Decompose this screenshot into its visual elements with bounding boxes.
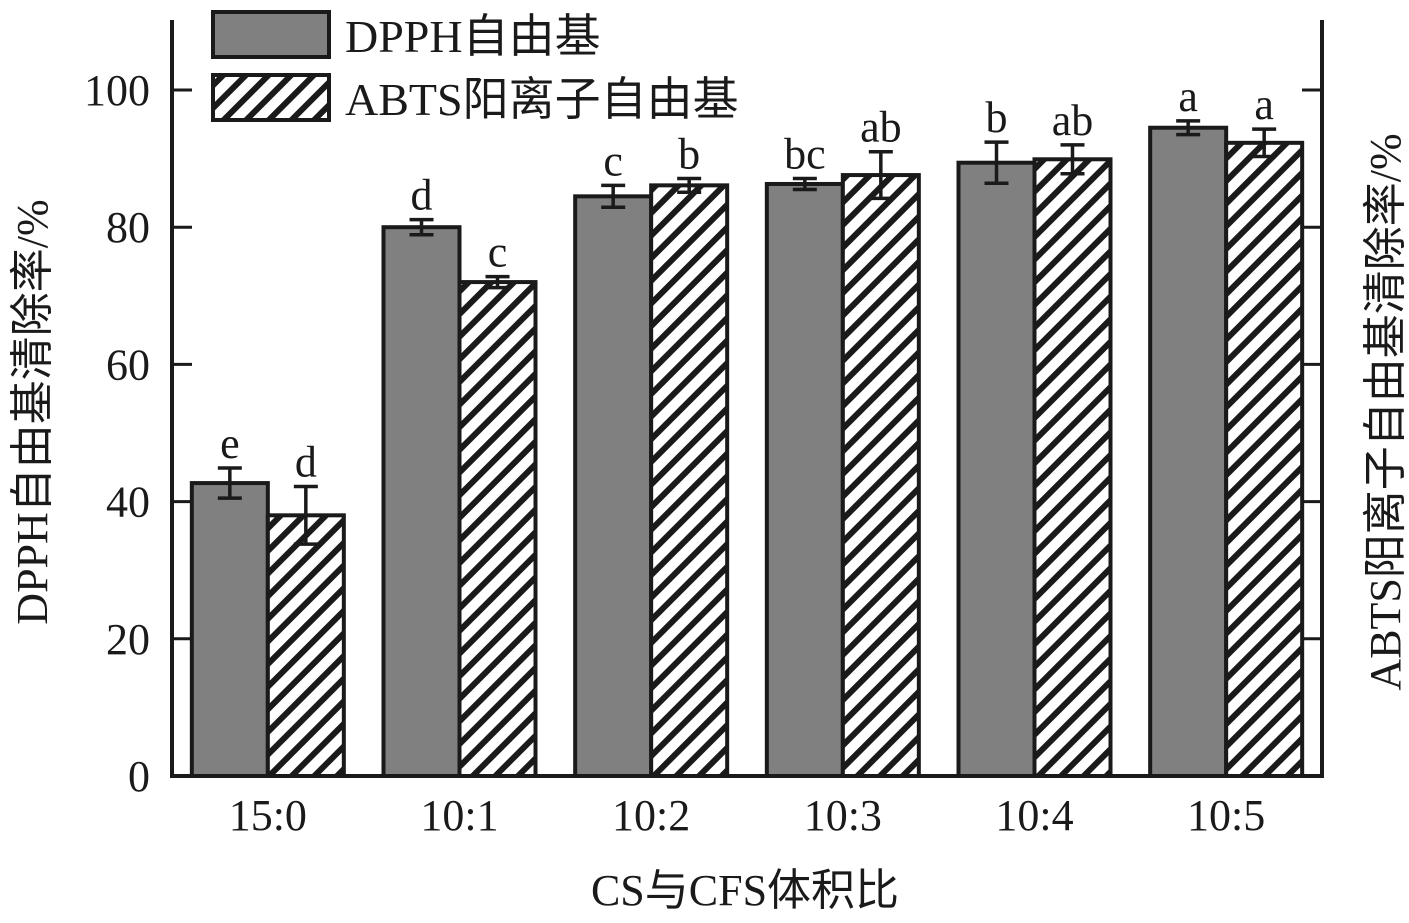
bar-group: a a 10:5: [1148, 72, 1305, 840]
significance-label: b: [986, 93, 1008, 142]
bar-abts: [1032, 157, 1113, 778]
x-tick-label: 10:4: [995, 791, 1073, 840]
significance-label: d: [411, 171, 433, 220]
significance-label: b: [678, 129, 700, 178]
bar-dpph: [1148, 125, 1229, 779]
x-tick-label: 10:2: [612, 791, 690, 840]
significance-label: ab: [1052, 96, 1094, 145]
significance-label: c: [603, 136, 623, 185]
significance-label: d: [295, 438, 317, 487]
legend-label-abts: ABTS阳离子自由基: [345, 74, 739, 125]
significance-label: c: [488, 228, 508, 277]
bar-abts: [840, 173, 921, 778]
bar-dpph: [189, 481, 270, 778]
bar-group: e d 15:0: [189, 419, 346, 840]
y-tick-label: 100: [84, 66, 150, 115]
y-tick-label: 80: [106, 203, 150, 252]
y-axis-label-right: ABTS阳离子自由基清除率/%: [1361, 133, 1409, 690]
x-tick-label: 10:3: [804, 791, 882, 840]
legend-swatch-dpph: [211, 10, 331, 59]
x-axis-label: CS与CFS体积比: [591, 866, 899, 915]
significance-label: ab: [860, 103, 902, 152]
y-tick-label: 60: [106, 340, 150, 389]
bar-dpph: [764, 181, 845, 778]
y-tick-label: 20: [106, 615, 150, 664]
bar-group: d c 10:1: [381, 171, 538, 840]
significance-label: a: [1178, 72, 1198, 121]
y-tick-label: 0: [128, 752, 150, 801]
bar-group: c b 10:2: [573, 129, 730, 840]
y-tick-label: 40: [106, 478, 150, 527]
bar-group: b ab 10:4: [956, 93, 1113, 840]
bar-dpph: [573, 194, 654, 778]
bar-abts: [265, 513, 346, 778]
bar-dpph: [381, 225, 462, 778]
legend: DPPH自由基 ABTS阳离子自由基: [211, 10, 739, 125]
legend-swatch-abts: [211, 73, 331, 122]
legend-label-dpph: DPPH自由基: [345, 11, 601, 62]
x-tick-label: 10:1: [420, 791, 498, 840]
significance-label: a: [1254, 80, 1274, 129]
bar-abts: [457, 280, 538, 778]
bar-abts: [649, 183, 730, 778]
significance-label: e: [220, 419, 240, 468]
x-tick-label: 15:0: [229, 791, 307, 840]
axes: 0 20 40 60 80 100: [84, 20, 1324, 801]
significance-label: bc: [784, 129, 826, 178]
bar-dpph: [956, 160, 1037, 778]
x-tick-label: 10:5: [1187, 791, 1265, 840]
bar-abts: [1224, 140, 1305, 778]
y-axis-label-left: DPPH自由基清除率/%: [8, 199, 57, 624]
